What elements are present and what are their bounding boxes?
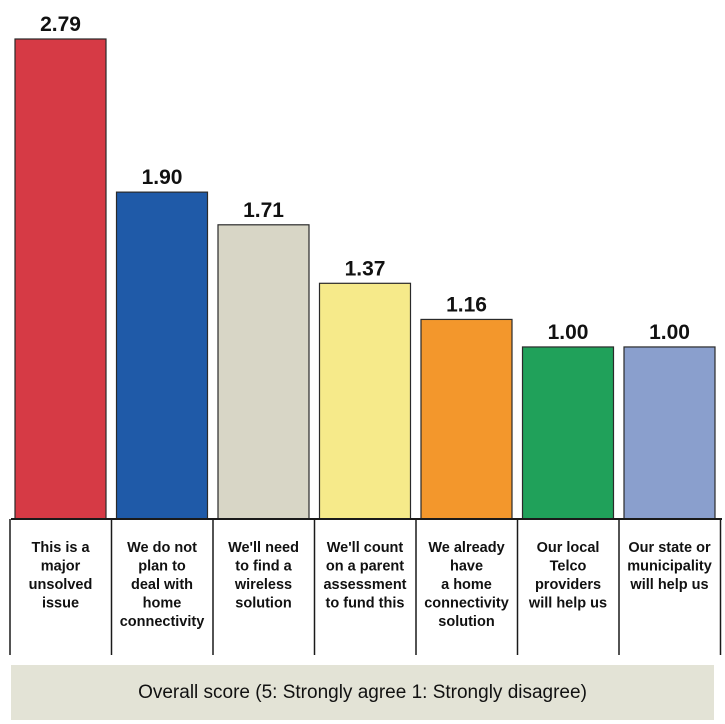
value-label-2: 1.90 (142, 166, 183, 189)
bar-3 (217, 224, 310, 520)
category-label-6: Our local Telco providers will help us (528, 540, 607, 612)
value-label-7: 1.00 (649, 321, 690, 344)
value-label-5: 1.16 (446, 293, 487, 316)
x-axis-title: Overall score (5: Strongly agree 1: Stro… (11, 665, 714, 720)
bar-6 (521, 346, 615, 520)
category-label-3: We'll need to find a wireless solution (228, 540, 299, 612)
bar-4 (318, 282, 412, 520)
bar-chart: 2.79 This is a major unsolved issue 1.90 We do… (9, 13, 722, 655)
value-label-1: 2.79 (40, 13, 81, 36)
category-label-4: We'll count on a parent assessment to fund … (323, 540, 406, 612)
value-label-4: 1.37 (345, 257, 386, 280)
bar-1 (14, 38, 107, 520)
bar-5 (420, 318, 513, 520)
value-label-3: 1.71 (243, 199, 284, 222)
category-label-7: Our state or municipality will help us (627, 540, 712, 593)
category-label-1: This is a major unsolved issue (29, 540, 93, 612)
bar-2 (115, 191, 209, 520)
category-label-5: We already have a home connectivity solution (424, 540, 509, 630)
bar-7 (623, 346, 716, 520)
value-label-6: 1.00 (548, 321, 589, 344)
category-label-2: We do not plan to deal with home connectivit… (120, 540, 205, 630)
